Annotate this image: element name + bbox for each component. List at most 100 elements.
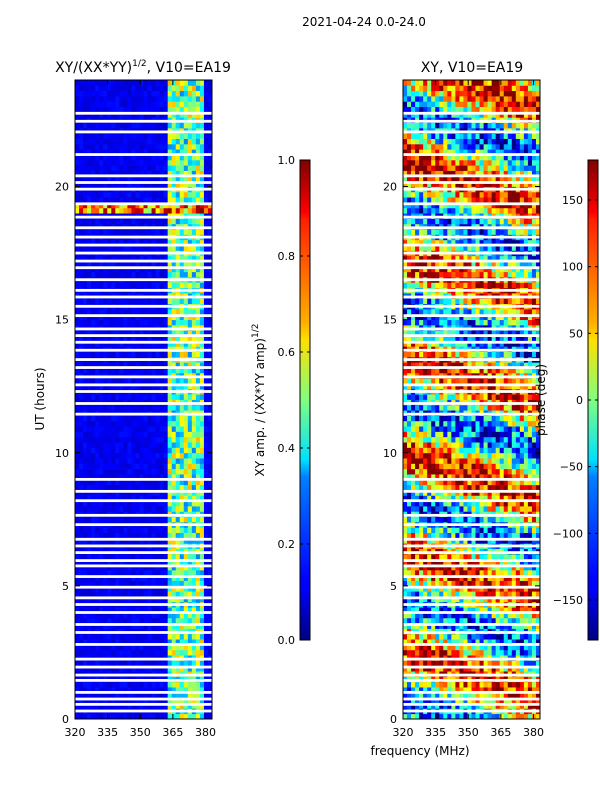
phase-cell [447,713,452,719]
phase-cell [431,633,436,640]
amplitude-cell [147,95,152,102]
phase-cell [531,649,537,656]
amplitude-cell [99,165,104,171]
amplitude-cell [87,506,92,512]
amplitude-cell [183,612,189,619]
amplitude-cell [155,245,161,251]
amplitude-cell [91,378,96,384]
amplitude-cell [171,442,177,448]
amplitude-cell [119,143,124,150]
amplitude-cell [119,378,124,384]
amplitude-cell [143,484,148,491]
amplitude-cell [111,191,116,198]
amplitude-cell [131,516,136,523]
amplitude-cell [131,308,136,315]
phase-cell [503,692,509,699]
amplitude-cell [99,703,104,709]
amplitude-cell [115,181,120,187]
amplitude-cell [163,298,169,305]
amplitude-cell [147,415,152,422]
amplitude-cell [175,463,181,470]
phase-cell [443,633,448,640]
amplitude-cell [175,122,181,129]
amplitude-cell [179,367,185,374]
amplitude-cell [127,537,132,544]
amplitude-cell [163,245,169,251]
amplitude-cell [179,133,185,139]
amplitude-cell [183,436,189,443]
amplitude-cell [183,106,189,113]
amplitude-cell [163,175,169,182]
amplitude-cell [131,197,136,203]
amplitude-cell [195,90,201,97]
phase-cell [455,639,460,645]
amplitude-cell [111,532,116,539]
amplitude-cell [135,580,140,587]
amplitude-cell [103,532,108,539]
flagged-gap [75,575,212,578]
amplitude-cell [171,703,177,709]
amplitude-cell [127,191,132,198]
amplitude-cell [95,239,100,246]
amplitude-cell [79,426,84,432]
amplitude-cell [167,596,173,603]
amplitude-cell [187,463,193,470]
amplitude-cell [111,660,116,667]
phase-cell [411,639,416,645]
phase-cell [403,617,408,624]
phase-cell [423,697,428,704]
amplitude-cell [167,458,173,464]
amplitude-cell [167,436,173,443]
amplitude-cell [155,479,161,486]
amplitude-cell [203,490,209,496]
amplitude-cell [103,537,108,544]
amplitude-cell [167,378,173,384]
amplitude-cell [75,463,80,470]
amplitude-cell [87,633,92,640]
amplitude-cell [179,479,185,486]
amplitude-cell [187,617,193,624]
amplitude-cell [87,314,92,321]
amplitude-cell [83,644,88,651]
amplitude-cell [171,665,177,672]
amplitude-cell [83,106,88,113]
phase-cell [455,665,460,672]
amplitude-cell [203,692,209,699]
amplitude-cell [199,165,205,171]
amplitude-cell [135,207,140,214]
phase-cell [523,639,529,645]
amplitude-cell [175,585,181,592]
amplitude-cell [203,687,209,693]
amplitude-cell [187,468,193,475]
amplitude-cell [83,319,88,326]
amplitude-cell [79,298,84,305]
phase-cell [403,703,408,709]
amplitude-cell [103,181,108,187]
amplitude-cell [203,314,209,321]
amplitude-cell [123,159,128,166]
amplitude-cell [107,580,112,587]
amplitude-cell [143,500,148,507]
phase-cell [439,660,444,667]
amplitude-cell [179,175,185,182]
amplitude-cell [75,607,80,613]
amplitude-cell [135,149,140,155]
amplitude-cell [91,458,96,464]
amplitude-cell [207,713,212,719]
amplitude-cell [203,143,209,150]
amplitude-cell [159,644,165,651]
amplitude-cell [179,564,185,571]
amplitude-cell [111,484,116,491]
phase-cell [451,697,456,704]
amplitude-cell [87,106,92,113]
amplitude-cell [79,351,84,358]
amplitude-cell [147,308,152,315]
amplitude-cell [187,404,193,411]
phase-cell [535,665,540,672]
phase-cell [531,713,537,719]
phase-cell [439,591,444,597]
amplitude-cell [139,559,144,565]
amplitude-cell [207,229,212,235]
amplitude-cell [195,585,201,592]
amplitude-cell [203,660,209,667]
